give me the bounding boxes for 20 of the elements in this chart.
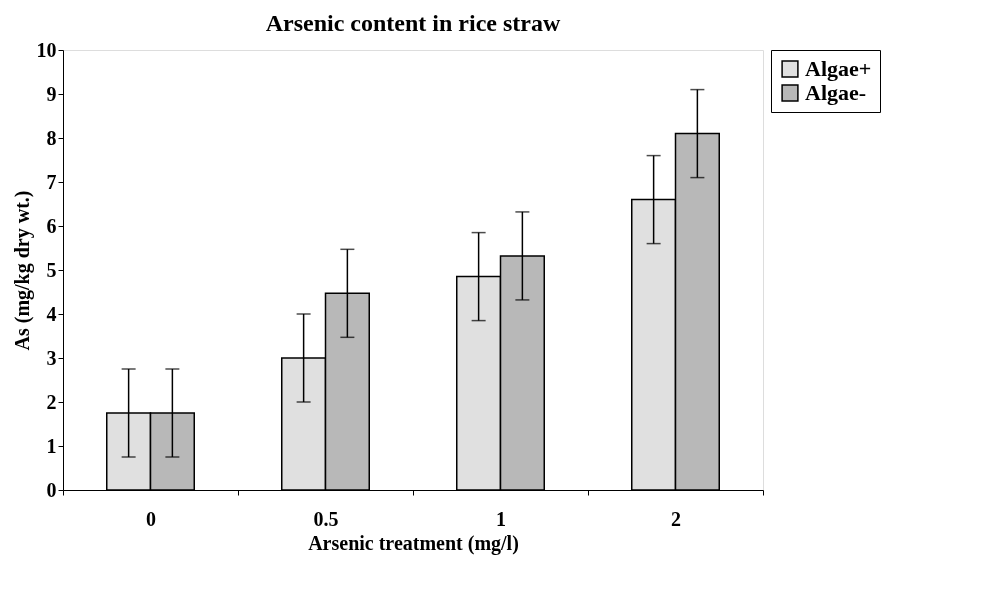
x-tick-label: 0: [146, 507, 156, 530]
y-tick-label: 1: [46, 434, 57, 457]
y-tick-label: 4: [46, 302, 57, 325]
y-axis-title: As (mg/kg dry wt.): [10, 190, 34, 351]
y-tick-label: 9: [46, 82, 57, 105]
legend-label: Algae-: [805, 80, 867, 105]
x-tick-label: 1: [496, 507, 506, 530]
y-tick-label: 6: [46, 214, 57, 237]
x-tick-label: 0.5: [313, 507, 339, 530]
x-tick-label: 2: [671, 507, 681, 530]
y-tick-label: 5: [46, 258, 57, 281]
y-tick-label: 10: [36, 38, 57, 61]
y-tick-label: 3: [46, 346, 57, 369]
y-tick-label: 8: [46, 126, 57, 149]
y-tick-label: 7: [46, 170, 57, 193]
y-tick-label: 2: [46, 390, 57, 413]
chart-title: Arsenic content in rice straw: [265, 10, 561, 36]
legend-label: Algae+: [805, 56, 872, 81]
y-tick-label: 0: [46, 478, 57, 501]
x-axis-title: Arsenic treatment (mg/l): [308, 531, 519, 555]
